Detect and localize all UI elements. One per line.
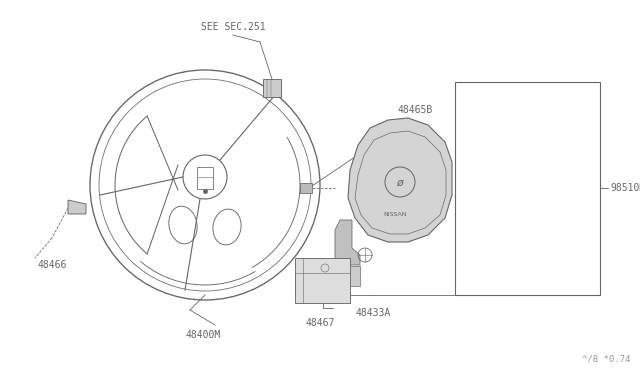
Bar [300, 183, 312, 193]
Text: ø: ø [397, 178, 403, 188]
Polygon shape [335, 220, 360, 265]
Bar [455, 82, 600, 295]
Text: 48467: 48467 [305, 318, 334, 328]
Bar [197, 167, 213, 189]
Polygon shape [68, 200, 86, 214]
Text: 48400M: 48400M [185, 330, 220, 340]
Text: NISSAN: NISSAN [383, 212, 407, 218]
Bar [295, 258, 350, 303]
Bar [263, 79, 281, 97]
Text: 48466: 48466 [38, 260, 67, 270]
Polygon shape [348, 118, 452, 242]
Text: 98510M: 98510M [610, 183, 640, 193]
Bar [350, 266, 360, 286]
Text: 48465B: 48465B [398, 105, 433, 115]
Text: SEE SEC.251: SEE SEC.251 [201, 22, 266, 32]
Text: ^/8 *0.74: ^/8 *0.74 [582, 355, 630, 364]
Text: 48433A: 48433A [356, 308, 391, 318]
